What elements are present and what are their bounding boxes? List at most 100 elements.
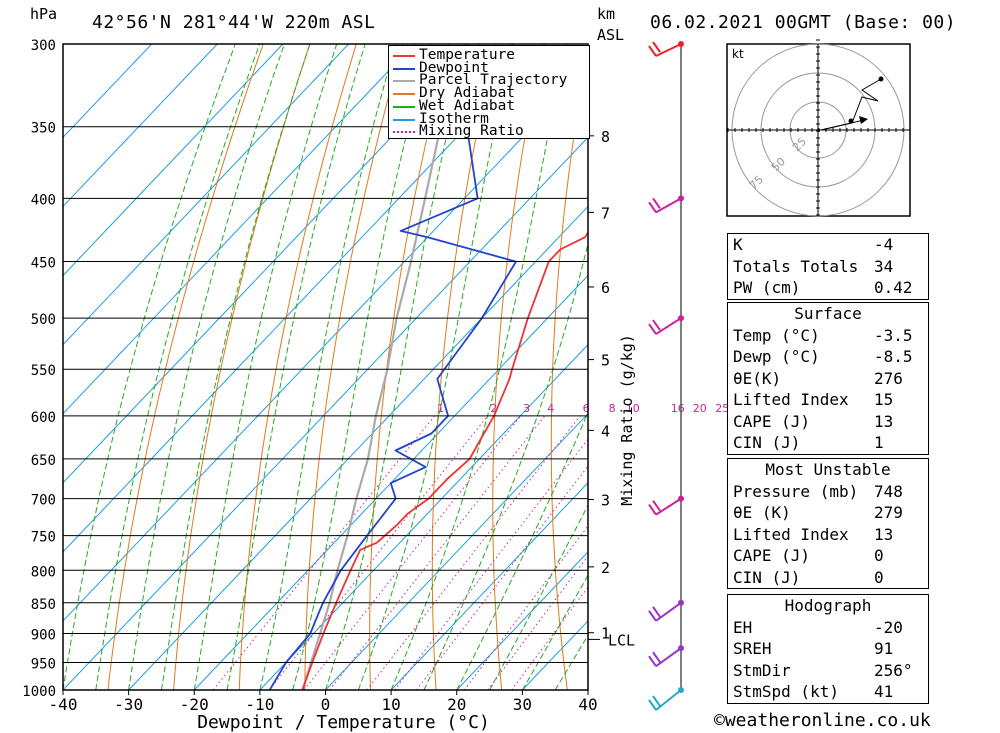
- index-row: PW (cm) 0.42: [728, 277, 928, 299]
- mixing-ratio-line: [303, 415, 521, 690]
- isotherm-line: [63, 44, 284, 277]
- wet-adiabat-line: [456, 411, 588, 690]
- dry-adiabat-line: [107, 44, 264, 690]
- mixing-ratio-label: 3: [523, 402, 530, 415]
- index-value: 0: [874, 567, 884, 587]
- indices-box-surface: Surface Temp (°C) -3.5 Dewp (°C) -8.5 θE(K) 27…: [727, 302, 929, 455]
- mixing-ratio-line: [366, 415, 581, 690]
- wet-adiabat-line: [160, 44, 311, 690]
- location-title: 42°56'N 281°44'W 220m ASL: [92, 12, 376, 33]
- dry-adiabat-line: [550, 46, 588, 690]
- pressure-tick-label: 350: [31, 121, 56, 137]
- dewpoint-line: [268, 44, 517, 690]
- dry-adiabat-line: [492, 44, 543, 690]
- index-value: 256°: [874, 660, 913, 680]
- index-value: 279: [874, 503, 903, 522]
- isotherm-line: [63, 44, 218, 208]
- index-row: CAPE (J) 13: [728, 411, 928, 433]
- index-label: Pressure (mb): [733, 481, 859, 501]
- mixing-ratio-line: [394, 438, 588, 690]
- isotherm-line: [259, 343, 588, 690]
- index-value: -4: [874, 235, 894, 254]
- section-title: Most Unstable: [765, 460, 891, 479]
- index-row: CIN (J) 0: [728, 567, 928, 589]
- index-label: Temp (°C): [733, 325, 820, 345]
- index-label: StmDir: [733, 660, 791, 680]
- legend-label: Wet Adiabat: [419, 97, 516, 114]
- index-label: Lifted Index: [733, 390, 849, 409]
- index-label: StmSpd (kt): [733, 682, 839, 701]
- pressure-tick-label: 500: [31, 312, 56, 328]
- isotherm-line: [63, 44, 349, 346]
- wet-adiabat-line: [292, 44, 431, 690]
- index-label: CIN (J): [733, 567, 801, 587]
- index-label: EH: [733, 617, 753, 637]
- isotherm-line: [128, 205, 588, 690]
- pressure-tick-label: 850: [31, 597, 56, 613]
- mixing-ratio-line: [487, 555, 588, 690]
- index-value: 91: [874, 639, 894, 658]
- mixing-ratio-axis-title: Mixing Ratio (g/kg): [618, 334, 636, 506]
- index-value: -20: [874, 617, 903, 637]
- index-label: Totals Totals: [733, 256, 859, 276]
- index-row: K -4: [728, 234, 928, 256]
- isotherm-line: [63, 44, 153, 139]
- wet-adiabat-line: [489, 504, 588, 690]
- legend-swatch: [393, 131, 415, 134]
- x-axis-title: Dewpoint / Temperature (°C): [197, 712, 490, 733]
- mixing-ratio-line: [212, 415, 435, 690]
- mixing-ratio-line: [511, 586, 588, 690]
- height-tick-label: 1: [601, 625, 610, 643]
- index-label: K: [733, 235, 743, 254]
- mixing-ratio-label: 6: [583, 402, 590, 415]
- index-value: 276: [874, 368, 903, 388]
- site-url[interactable]: weatheronline.co.uk: [724, 710, 931, 731]
- x-tick-label: 30: [513, 695, 532, 714]
- index-row: Lifted Index 13: [728, 524, 928, 546]
- pressure-tick-label: 800: [31, 564, 56, 580]
- index-value: 13: [874, 524, 894, 544]
- mixing-ratio-label: 20: [693, 402, 707, 415]
- legend-label: Isotherm: [419, 110, 489, 127]
- parcel-trajectory-line: [301, 44, 468, 690]
- index-value: 0: [874, 546, 884, 565]
- height-tick-label: 6: [601, 279, 610, 297]
- pressure-tick-label: 450: [31, 256, 56, 272]
- wet-adiabat-line: [193, 44, 338, 690]
- mixing-ratio-label: 16: [671, 402, 685, 415]
- x-tick-label: 40: [578, 695, 597, 714]
- height-tick-label: 5: [601, 352, 610, 370]
- index-row: Lifted Index 15: [728, 389, 928, 411]
- dry-adiabat-line: [173, 44, 311, 690]
- mixing-ratio-label: 4: [547, 402, 554, 415]
- isotherm-line: [325, 412, 588, 690]
- index-row: θE (K) 279: [728, 502, 928, 524]
- height-tick-label: 4: [601, 422, 610, 440]
- index-row: Totals Totals 34: [728, 256, 928, 278]
- index-row: CIN (J) 1: [728, 432, 928, 454]
- pressure-tick-label: 550: [31, 363, 56, 379]
- index-row: Temp (°C) -3.5: [728, 325, 928, 347]
- index-label: θE (K): [733, 503, 791, 522]
- wet-adiabat-line: [128, 44, 285, 690]
- index-row: StmDir 256°: [728, 660, 928, 682]
- index-label: SREH: [733, 639, 772, 658]
- isotherm-line: [63, 67, 588, 622]
- legend-label: Temperature: [419, 47, 516, 63]
- index-value: 13: [874, 411, 894, 431]
- section-title: Hodograph: [784, 596, 872, 615]
- index-row: θE(K) 276: [728, 368, 928, 390]
- height-unit-label: km: [597, 5, 616, 23]
- indices-box-top: K -4 Totals Totals 34 PW (cm) 0.42: [727, 233, 929, 300]
- index-row: StmSpd (kt) 41: [728, 681, 928, 703]
- legend-swatch: [393, 118, 415, 121]
- x-tick-label: 0: [321, 695, 331, 714]
- index-value: -3.5: [874, 325, 913, 345]
- height-tick-label: 2: [601, 559, 610, 577]
- pressure-tick-label: 900: [31, 627, 56, 643]
- lcl-label: LCL: [608, 631, 635, 649]
- index-value: 15: [874, 390, 894, 409]
- legend-swatch: [393, 105, 415, 108]
- copyright-symbol: ©: [714, 710, 725, 731]
- indices-box-most-unstable: Most Unstable Pressure (mb) 748 θE (K) 279 Li…: [727, 458, 929, 589]
